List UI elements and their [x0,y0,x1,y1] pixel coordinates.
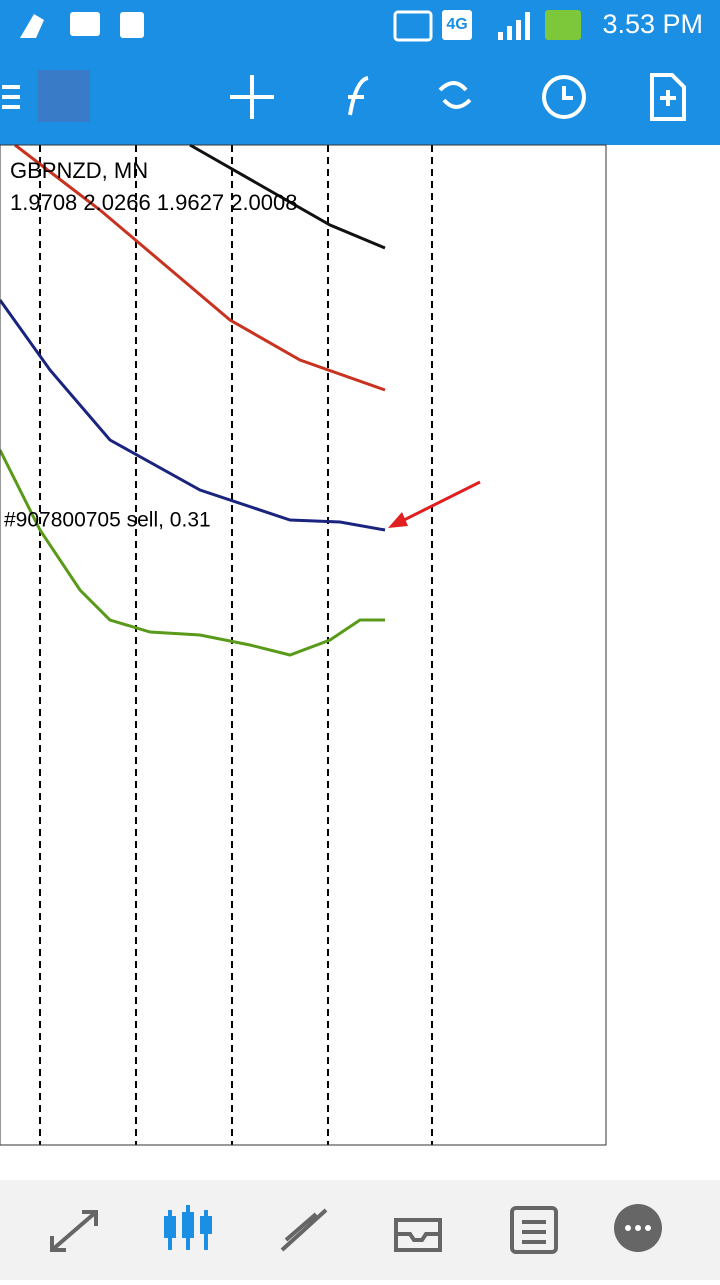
symbol-title: GBPNZD, MN [10,158,148,183]
chart-area [0,145,720,1180]
arrow [399,480,481,524]
bottom-nav-icons[interactable] [50,1204,662,1254]
ohlc-text: 1.9708 2.0266 1.9627 2.0008 [10,190,298,215]
arrow-head [388,512,408,528]
network-type: 4G [446,16,467,33]
toolbar[interactable] [2,70,686,122]
status-icons [20,10,581,42]
bottom-nav [0,1180,720,1280]
moving-averages [0,143,386,657]
order-label: #907800705 sell, 0.31 [4,509,211,532]
plot-frame [0,144,607,1146]
clock: 3.53 PM [602,9,703,39]
